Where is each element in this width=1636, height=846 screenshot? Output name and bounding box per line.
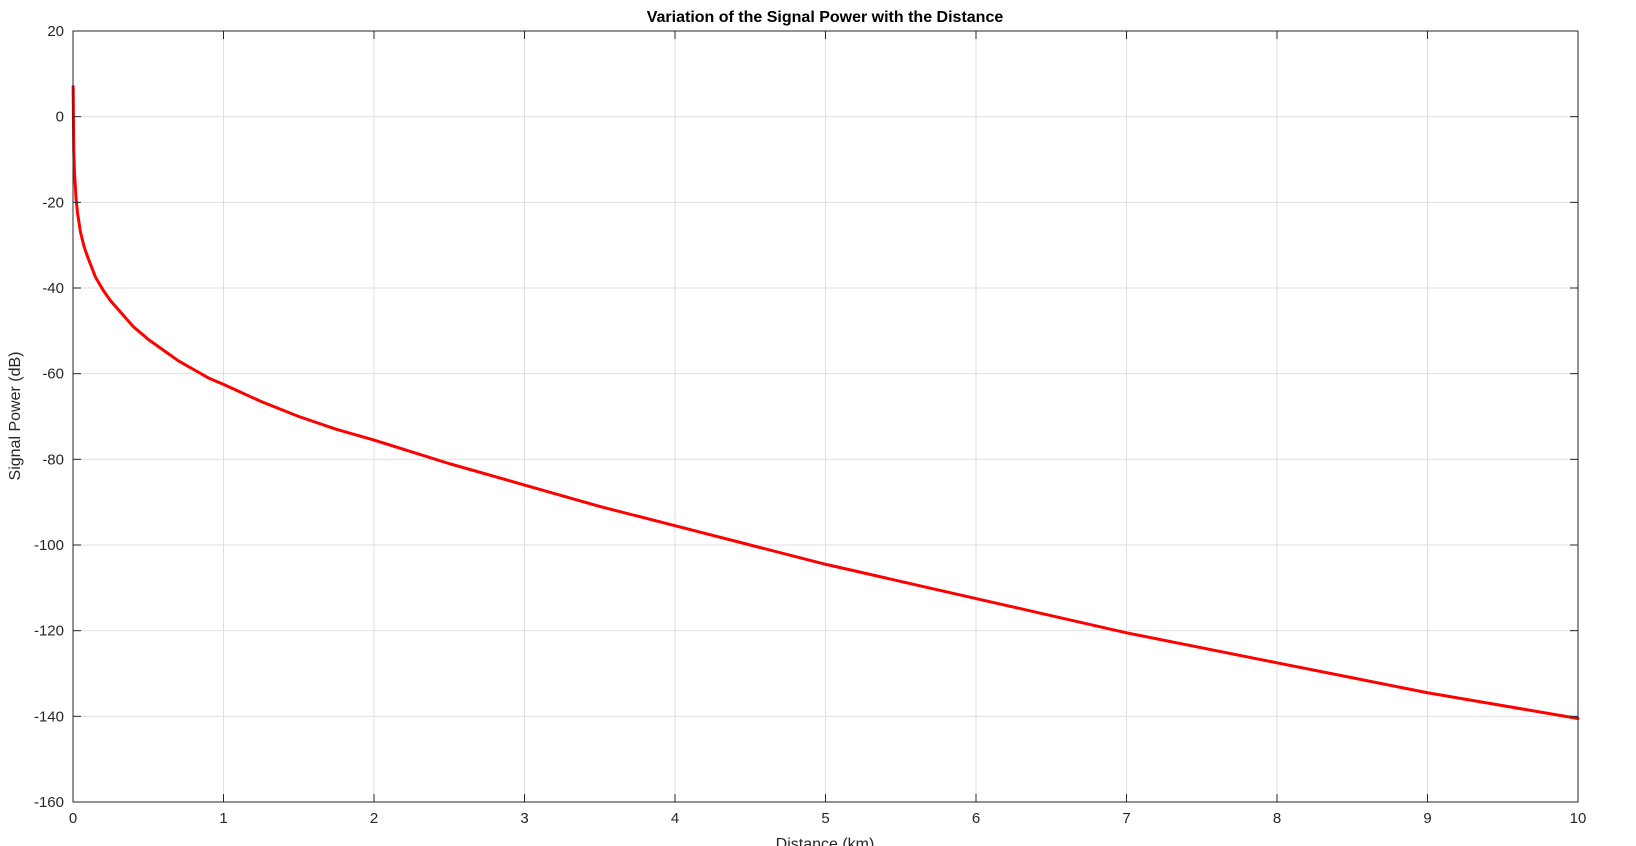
x-tick-label: 8 — [1273, 810, 1281, 827]
y-tick-label: -120 — [34, 623, 64, 640]
y-tick-label: 20 — [47, 23, 64, 40]
y-tick-label: -140 — [34, 708, 64, 725]
chart-title: Variation of the Signal Power with the D… — [647, 9, 1004, 26]
y-tick-label: -80 — [42, 451, 64, 468]
x-tick-label: 9 — [1423, 810, 1431, 827]
tick-marks — [72, 30, 1579, 803]
y-tick-label: -40 — [42, 280, 64, 297]
x-axis-label: Distance (km) — [776, 836, 875, 846]
x-tick-label: 0 — [69, 810, 77, 827]
x-tick-label: 5 — [821, 810, 829, 827]
y-tick-label: -20 — [42, 194, 64, 211]
series-line-0 — [71, 85, 1580, 720]
x-tick-label: 10 — [1570, 810, 1587, 827]
grid — [73, 31, 1578, 802]
x-tick-labels: 0 1 2 3 4 5 6 7 8 9 10 — [69, 810, 1587, 827]
x-tick-label: 7 — [1122, 810, 1130, 827]
y-axis-label: Signal Power (dB) — [7, 352, 24, 481]
x-tick-label: 2 — [370, 810, 378, 827]
y-tick-label: -100 — [34, 537, 64, 554]
x-tick-label: 4 — [671, 810, 679, 827]
y-tick-label: -60 — [42, 366, 64, 383]
x-tick-label: 6 — [972, 810, 980, 827]
x-tick-label: 1 — [219, 810, 227, 827]
y-tick-labels: 20 0 -20 -40 -60 -80 -100 -120 -140 -160 — [34, 23, 64, 811]
x-tick-label: 3 — [520, 810, 528, 827]
y-tick-label: -160 — [34, 794, 64, 811]
y-tick-label: 0 — [56, 109, 64, 126]
series-layer — [71, 85, 1580, 720]
